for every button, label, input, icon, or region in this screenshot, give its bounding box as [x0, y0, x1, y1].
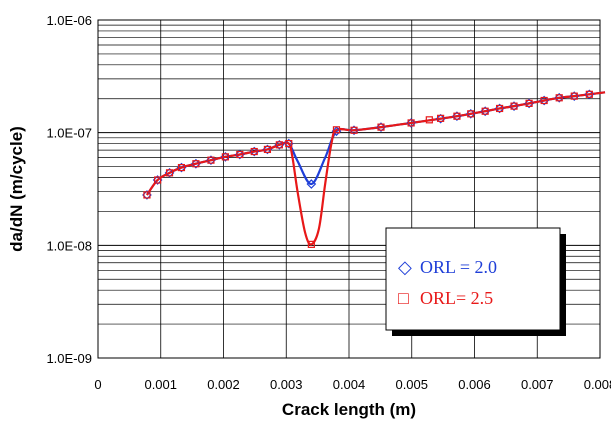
square-marker	[540, 96, 548, 105]
square-marker	[263, 145, 272, 154]
x-tick-label: 0.002	[207, 377, 240, 392]
x-tick-label: 0	[94, 377, 101, 392]
square-marker	[192, 160, 200, 168]
square-marker	[437, 114, 445, 122]
x-axis-title: Crack length (m)	[282, 400, 416, 419]
square-marker	[350, 126, 358, 134]
square-marker	[177, 163, 186, 172]
grid-lines	[97, 20, 601, 359]
plot-area-border	[97, 19, 601, 359]
x-tick-label: 0.005	[395, 377, 428, 392]
square-marker	[275, 141, 283, 149]
y-tick-label: 1.0E-09	[46, 351, 92, 366]
legend-label-red: ORL= 2.5	[420, 288, 493, 308]
y-tick-label: 1.0E-07	[46, 126, 92, 141]
markers-orl-2-5	[143, 90, 593, 248]
x-tick-labels: 0 0.001 0.002 0.003 0.004 0.005 0.006 0.007 0.00…	[94, 377, 611, 392]
square-marker	[496, 104, 504, 113]
legend: ◇ ORL = 2.0 □ ORL= 2.5	[385, 227, 566, 336]
square-marker	[165, 169, 174, 177]
legend-box	[385, 227, 561, 331]
x-tick-label: 0.001	[144, 377, 177, 392]
square-marker	[207, 156, 215, 164]
square-marker	[407, 119, 415, 127]
series-orl-2-5	[146, 91, 606, 246]
square-marker	[525, 99, 533, 107]
x-tick-label: 0.008	[584, 377, 611, 392]
square-marker	[221, 153, 229, 161]
square-marker	[250, 147, 258, 156]
square-marker	[555, 94, 563, 102]
square-marker	[467, 110, 475, 118]
y-tick-labels: 1.0E-09 1.0E-08 1.0E-07 1.0E-06	[46, 13, 92, 366]
legend-marker-blue: ◇	[398, 257, 412, 277]
square-marker	[143, 191, 151, 199]
diamond-marker	[306, 179, 317, 189]
square-marker	[377, 123, 385, 131]
x-tick-label: 0.006	[458, 377, 491, 392]
square-marker	[332, 126, 341, 134]
series-layer	[142, 89, 606, 248]
square-marker	[236, 150, 244, 159]
square-marker	[453, 112, 461, 120]
square-marker	[307, 240, 315, 248]
square-marker	[510, 102, 518, 110]
y-axis-title: da/dN (m/cycle)	[7, 126, 26, 252]
y-tick-label: 1.0E-06	[46, 13, 92, 28]
series-line	[146, 91, 606, 246]
x-tick-label: 0.003	[270, 377, 303, 392]
square-marker	[285, 139, 293, 148]
legend-marker-red: □	[398, 288, 409, 308]
legend-label-blue: ORL = 2.0	[420, 257, 497, 277]
y-tick-label: 1.0E-08	[46, 238, 92, 253]
square-marker	[481, 107, 489, 115]
square-marker	[154, 176, 162, 184]
x-tick-label: 0.007	[521, 377, 554, 392]
square-marker	[570, 92, 578, 100]
x-tick-label: 0.004	[333, 377, 366, 392]
square-marker	[585, 90, 593, 98]
square-marker	[425, 116, 433, 124]
